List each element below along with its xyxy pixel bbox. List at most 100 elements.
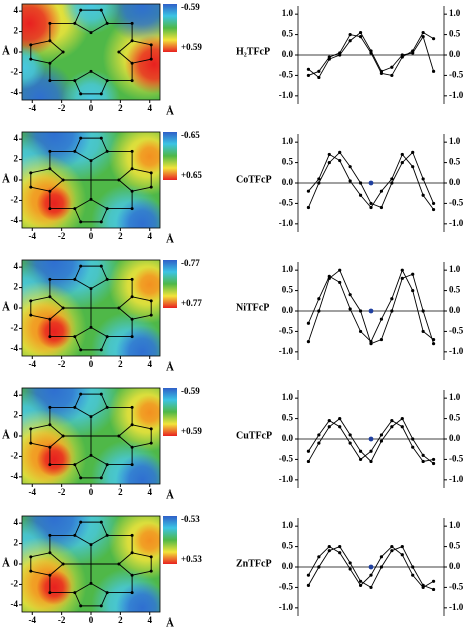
atom bbox=[73, 207, 77, 211]
x-tick-label: 4 bbox=[147, 103, 152, 113]
data-point bbox=[421, 309, 425, 313]
molecule bbox=[29, 520, 153, 608]
data-point bbox=[306, 73, 311, 78]
atom bbox=[105, 463, 109, 467]
y-tick-label: -1.0 bbox=[279, 90, 294, 100]
center-point bbox=[368, 308, 374, 314]
data-point bbox=[306, 583, 311, 587]
data-point bbox=[306, 321, 311, 325]
bond bbox=[100, 208, 108, 223]
atom bbox=[73, 591, 77, 595]
atom bbox=[105, 21, 109, 25]
y-tick-label: 0.5 bbox=[282, 413, 294, 423]
bond bbox=[132, 570, 152, 576]
data-point bbox=[411, 165, 415, 169]
x-tick-label: 0 bbox=[89, 359, 94, 369]
atom bbox=[99, 92, 103, 96]
atom bbox=[149, 427, 153, 431]
y-tick-label: 0.0 bbox=[282, 433, 294, 443]
data-point bbox=[348, 39, 352, 43]
atom bbox=[99, 220, 103, 224]
bond bbox=[30, 442, 50, 448]
atom bbox=[130, 295, 134, 299]
atom bbox=[130, 591, 134, 595]
y-tick-label: 4 bbox=[14, 517, 19, 527]
data-point bbox=[348, 561, 352, 565]
data-point bbox=[421, 35, 425, 39]
data-point bbox=[317, 309, 321, 313]
atom bbox=[130, 573, 134, 577]
atom bbox=[29, 555, 33, 559]
y-tick-label: 0 bbox=[14, 558, 19, 568]
data-point bbox=[348, 165, 352, 169]
bond bbox=[74, 151, 92, 161]
atom bbox=[117, 50, 121, 54]
data-point bbox=[379, 317, 384, 321]
bond bbox=[74, 521, 82, 536]
data-point bbox=[306, 67, 311, 71]
x-tick-label: 4 bbox=[147, 487, 152, 497]
bond bbox=[30, 186, 50, 192]
y-axis-label: Å bbox=[2, 558, 10, 570]
data-point bbox=[390, 309, 394, 313]
y-tick-label: -0.5 bbox=[279, 325, 294, 335]
atom bbox=[73, 463, 77, 467]
x-tick-label: 2 bbox=[118, 359, 123, 369]
y2-tick-label: 0.0 bbox=[449, 49, 461, 59]
bond bbox=[118, 552, 133, 565]
data-point bbox=[411, 288, 415, 293]
colorbar-label: -0.65 bbox=[181, 130, 200, 140]
y2-tick-label: 1.0 bbox=[449, 264, 461, 274]
atom bbox=[48, 39, 52, 43]
data-point bbox=[411, 565, 415, 569]
atom bbox=[48, 317, 52, 321]
x-tick-label: -2 bbox=[58, 103, 66, 113]
atom bbox=[105, 591, 109, 595]
y-tick-label: -1.0 bbox=[279, 474, 294, 484]
y-tick-label: 2 bbox=[14, 154, 19, 164]
center-point bbox=[368, 436, 374, 442]
data-point bbox=[369, 340, 373, 344]
x-tick-label: -2 bbox=[58, 359, 66, 369]
data-point bbox=[411, 272, 415, 276]
atom bbox=[79, 604, 83, 608]
data-point bbox=[306, 449, 311, 453]
bond bbox=[118, 563, 133, 576]
bond bbox=[90, 199, 108, 209]
bond bbox=[100, 265, 108, 280]
atom bbox=[79, 476, 83, 480]
data-point bbox=[327, 425, 331, 429]
colorbar bbox=[163, 516, 177, 564]
data-point bbox=[431, 587, 436, 592]
field-blob bbox=[115, 581, 160, 612]
data-point bbox=[358, 579, 363, 583]
data-point bbox=[400, 276, 404, 280]
y-tick-label: 0.0 bbox=[282, 49, 294, 59]
compound-name: H₂TFcP bbox=[236, 46, 270, 57]
data-point bbox=[327, 160, 331, 165]
data-point bbox=[431, 37, 436, 41]
field-blob bbox=[61, 4, 121, 35]
data-point bbox=[431, 207, 436, 212]
bond bbox=[74, 464, 82, 479]
bond bbox=[100, 521, 108, 536]
compound-name: CuTFcP bbox=[236, 430, 272, 441]
y-tick-label: -4 bbox=[11, 599, 19, 609]
colorbar-label: -0.53 bbox=[181, 514, 200, 524]
data-point bbox=[400, 53, 404, 57]
atom bbox=[149, 185, 153, 189]
colorbar-label: +0.77 bbox=[181, 298, 202, 308]
data-point bbox=[358, 449, 363, 453]
compound-name: CoTFcP bbox=[236, 174, 272, 185]
atom bbox=[89, 415, 93, 419]
data-point bbox=[390, 297, 394, 301]
y-tick-label: 0.5 bbox=[282, 285, 294, 295]
y-tick-label: 1.0 bbox=[282, 136, 294, 146]
y-tick-label: -2 bbox=[11, 194, 19, 204]
y-tick-label: 0 bbox=[14, 46, 19, 56]
atom bbox=[29, 171, 33, 175]
atom bbox=[99, 264, 103, 268]
field-blob bbox=[22, 45, 46, 90]
data-point bbox=[411, 573, 415, 577]
y-axis-label: Å bbox=[2, 174, 10, 186]
